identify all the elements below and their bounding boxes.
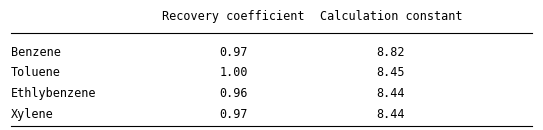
Text: 8.45: 8.45 — [377, 66, 405, 79]
Text: Benzene: Benzene — [11, 46, 61, 58]
Text: Calculation constant: Calculation constant — [320, 10, 462, 23]
Text: 0.96: 0.96 — [219, 87, 248, 100]
Text: 8.44: 8.44 — [377, 87, 405, 100]
Text: 8.44: 8.44 — [377, 108, 405, 121]
Text: 1.00: 1.00 — [219, 66, 248, 79]
Text: 0.97: 0.97 — [219, 108, 248, 121]
Text: 0.97: 0.97 — [219, 46, 248, 58]
Text: Xylene: Xylene — [11, 108, 54, 121]
Text: Ethlybenzene: Ethlybenzene — [11, 87, 96, 100]
Text: Recovery coefficient: Recovery coefficient — [162, 10, 305, 23]
Text: Toluene: Toluene — [11, 66, 61, 79]
Text: 8.82: 8.82 — [377, 46, 405, 58]
